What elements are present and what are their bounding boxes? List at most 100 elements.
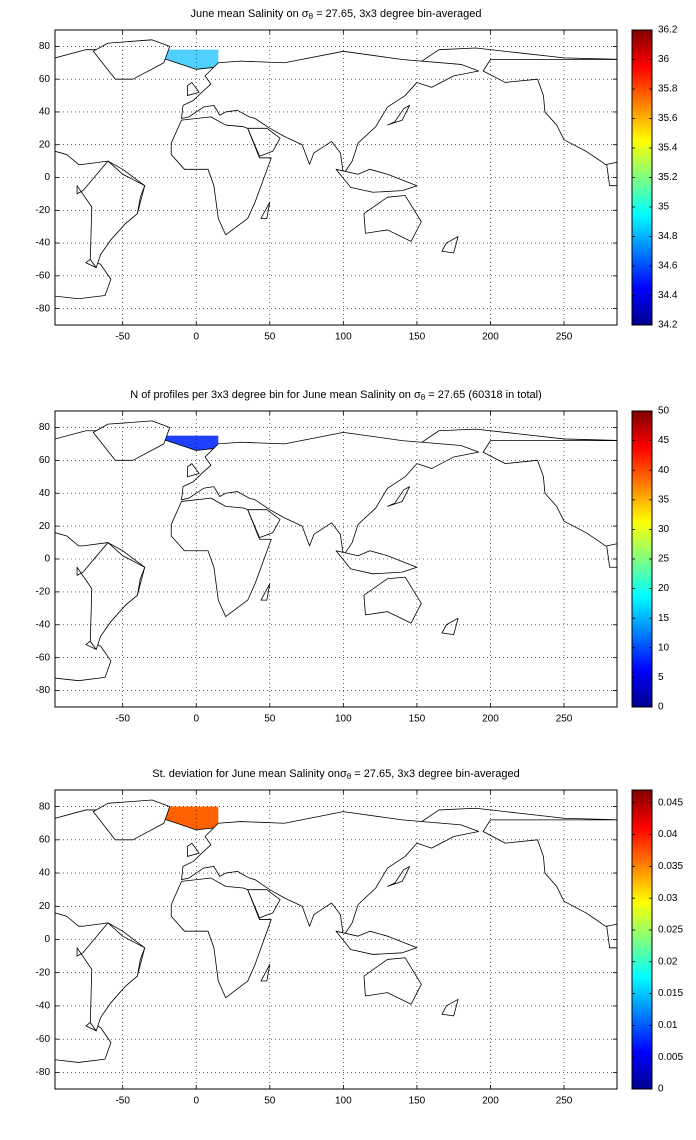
x-tick-label: 250 [556,1096,573,1107]
colorbar-tick-label: 34.4 [658,290,678,301]
colorbar-tick-label: 34.8 [658,231,678,242]
colorbar-tick-label: 40 [658,465,670,476]
title-part: θ [421,393,426,402]
colorbar [632,411,652,707]
x-tick-label: -50 [115,332,130,343]
colorbar-tick-label: 0.015 [658,988,683,999]
y-tick-label: -40 [36,238,51,249]
x-tick-label: 100 [335,1096,352,1107]
title-part: θ [309,12,314,21]
x-tick-label: -50 [115,1096,130,1107]
colorbar-tick-label: 36 [658,54,670,65]
y-tick-label: -60 [36,652,51,663]
y-tick-label: 60 [39,74,51,85]
coastline [55,420,617,707]
title-part: June mean Salinity on σ [190,8,308,20]
y-tick-label: -80 [36,685,51,696]
y-tick-label: 80 [39,41,51,52]
colorbar-tick-label: 25 [658,554,670,565]
y-tick-label: 0 [44,554,50,565]
coastline [55,799,617,1089]
x-tick-label: 0 [193,1096,199,1107]
y-tick-label: 80 [39,801,51,812]
axes-box [54,410,618,708]
chart-title: N of profiles per 3x3 degree bin for Jun… [130,389,541,402]
x-tick-label: 250 [556,332,573,343]
title-part: θ [347,772,352,781]
y-tick-label: 40 [39,107,51,118]
y-tick-label: 20 [39,521,51,532]
x-tick-label: 200 [482,714,499,725]
x-tick-label: 200 [482,332,499,343]
colorbar [632,30,652,325]
coastline [55,39,617,325]
colorbar-tick-label: 0 [658,702,664,713]
colorbar-tick-label: 35.2 [658,172,678,183]
x-tick-label: 100 [335,714,352,725]
x-tick-label: 0 [193,714,199,725]
colorbar-tick-label: 50 [658,406,670,417]
colorbar-tick-label: 0.045 [658,797,683,808]
y-tick-label: 60 [39,834,51,845]
colorbar-tick-label: 0.025 [658,925,683,936]
colorbar-tick-label: 0.03 [658,893,678,904]
x-tick-label: 150 [409,332,426,343]
y-tick-label: 60 [39,455,51,466]
colorbar-tick-label: 5 [658,672,664,683]
colorbar-tick-label: 35.6 [658,113,678,124]
chart-title: June mean Salinity on σθ = 27.65, 3x3 de… [190,8,481,21]
colorbar-tick-label: 36.2 [658,25,678,36]
title-part: St. deviation for June mean Salinity onσ [152,768,347,780]
panel: -50 0 50 100 150 200 250-80-60-40-20020406080N… [36,389,670,725]
title-part: N of profiles per 3x3 degree bin for Jun… [130,389,421,401]
colorbar-tick-label: 35.4 [658,143,678,154]
y-tick-label: -60 [36,1034,51,1045]
x-tick-label: 250 [556,714,573,725]
y-tick-label: 80 [39,422,51,433]
colorbar-box [631,410,653,708]
colorbar-tick-label: 45 [658,435,670,446]
y-tick-label: -20 [36,205,51,216]
colorbar-tick-label: 0.005 [658,1052,683,1063]
colorbar-tick-label: 0.01 [658,1020,678,1031]
x-tick-label: 200 [482,1096,499,1107]
y-tick-label: -20 [36,967,51,978]
colorbar-tick-label: 34.6 [658,261,678,272]
y-tick-label: 0 [44,934,50,945]
colorbar-tick-label: 35 [658,494,670,505]
colorbar-box [631,29,653,326]
y-tick-label: 40 [39,868,51,879]
panel: -50 0 50 100 150 200 250 -80 -60 -40 -20 0 20 40 60 80 J… [36,8,678,343]
x-tick-label: 150 [409,714,426,725]
colorbar-tick-label: 34.2 [658,320,678,331]
colorbar-tick-label: 35 [658,202,670,213]
axes-box [54,789,618,1090]
y-tick-label: 20 [39,901,51,912]
y-tick-label: -80 [36,303,51,314]
x-tick-label: 0 [193,332,199,343]
colorbar-tick-label: 0.035 [658,861,683,872]
y-tick-label: -20 [36,587,51,598]
y-tick-label: 20 [39,139,51,150]
colorbar-tick-label: 0.04 [658,829,678,840]
title-part: = 27.65, 3x3 degree bin-averaged [351,768,520,780]
x-tick-label: 50 [264,714,276,725]
x-tick-label: 150 [409,1096,426,1107]
x-tick-label: 50 [264,1096,276,1107]
y-tick-label: -80 [36,1067,51,1078]
colorbar-tick-label: 10 [658,642,670,653]
colorbar-tick-label: 15 [658,613,670,624]
y-tick-label: 0 [44,172,50,183]
x-tick-label: -50 [115,714,130,725]
chart-title: St. deviation for June mean Salinity onσ… [152,768,519,781]
colorbar-tick-label: 0 [658,1084,664,1095]
title-part: = 27.65, 3x3 degree bin-averaged [313,8,482,20]
y-tick-label: -40 [36,619,51,630]
colorbar-tick-label: 0.02 [658,956,678,967]
x-tick-label: 100 [335,332,352,343]
colorbar-tick-label: 30 [658,524,670,535]
y-tick-label: -40 [36,1001,51,1012]
title-part: = 27.65 (60318 in total) [425,389,542,401]
colorbar [632,790,652,1089]
